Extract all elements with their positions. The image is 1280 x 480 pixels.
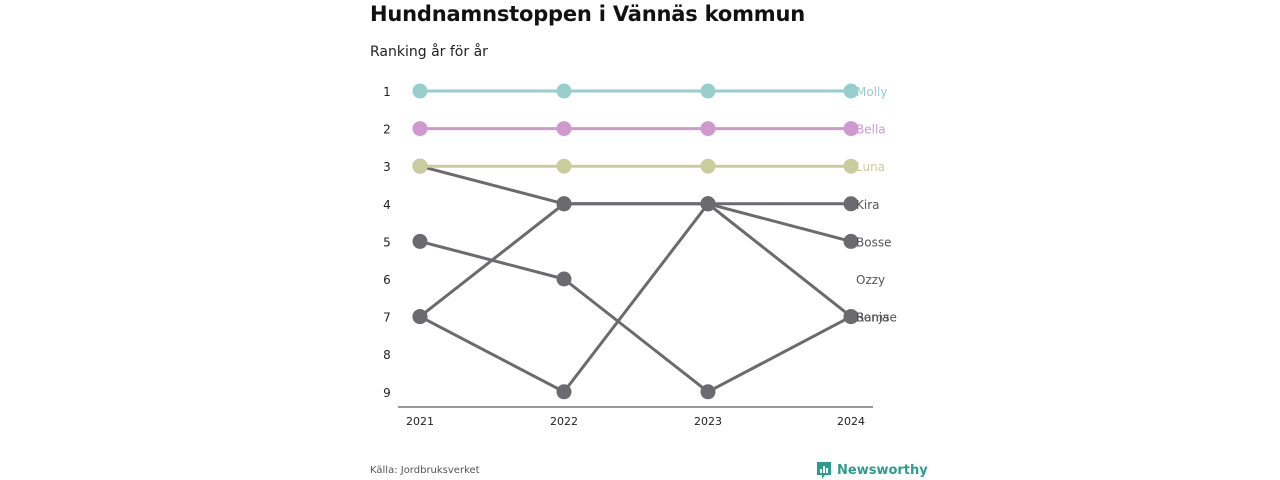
data-point <box>700 158 716 174</box>
data-point <box>843 83 859 99</box>
data-point <box>700 384 716 400</box>
y-tick-label: 5 <box>383 235 391 249</box>
x-tick-label: 2023 <box>694 415 722 428</box>
y-tick-label: 2 <box>383 123 391 137</box>
y-tick-label: 6 <box>383 273 391 287</box>
data-point <box>843 121 859 137</box>
series-end-label: Ronja <box>856 311 889 325</box>
data-point <box>412 233 428 249</box>
data-point <box>556 121 572 137</box>
data-point <box>700 121 716 137</box>
brand-name: Newsworthy <box>837 463 928 478</box>
x-tick-label: 2024 <box>837 415 865 428</box>
series-end-label: Bamse <box>856 311 897 325</box>
y-tick-label: 7 <box>383 311 391 325</box>
data-point <box>412 83 428 99</box>
series-line <box>419 239 852 394</box>
brand-logo[interactable]: Newsworthy <box>816 461 928 480</box>
y-tick-label: 4 <box>383 198 391 212</box>
data-point <box>700 83 716 99</box>
series-line <box>419 164 852 318</box>
chart-subtitle: Ranking år för år <box>370 44 488 60</box>
data-point <box>556 271 572 287</box>
y-tick-label: 1 <box>383 85 391 99</box>
series-end-label: Luna <box>856 160 885 174</box>
series-end-label: Molly <box>856 85 887 99</box>
bar-chart-logo-icon <box>817 462 831 479</box>
series-end-label: Kira <box>856 198 880 212</box>
data-point <box>556 384 572 400</box>
series-end-label: Bosse <box>856 235 891 249</box>
data-point <box>412 158 428 174</box>
series-line <box>419 202 852 394</box>
data-point <box>556 83 572 99</box>
series-end-label: Ozzy <box>856 273 885 287</box>
data-point <box>843 233 859 249</box>
x-tick-label: 2022 <box>550 415 578 428</box>
source-note: Källa: Jordbruksverket <box>370 465 480 476</box>
data-point <box>412 309 428 325</box>
data-point <box>412 121 428 137</box>
data-point <box>556 158 572 174</box>
data-point <box>700 196 716 212</box>
data-point <box>843 309 859 325</box>
y-tick-label: 3 <box>383 160 391 174</box>
y-tick-label: 8 <box>383 348 391 362</box>
x-tick-label: 2021 <box>406 415 434 428</box>
bump-chart: 1 2 3 4 5 6 7 8 9 2021 2022 2023 2024 Molly Bella Luna K… <box>383 83 897 428</box>
data-point <box>843 158 859 174</box>
series-end-label: Bella <box>856 123 886 137</box>
chart-title: Hundnamnstoppen i Vännäs kommun <box>370 2 805 26</box>
y-tick-label: 9 <box>383 386 391 400</box>
data-point <box>843 196 859 212</box>
data-point <box>556 196 572 212</box>
